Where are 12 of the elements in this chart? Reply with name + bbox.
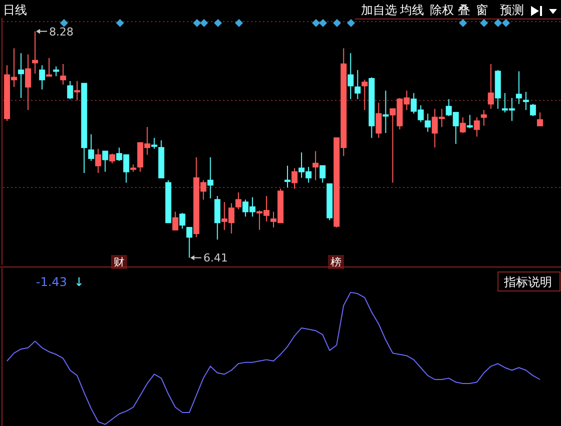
text: 指标说明 — [503, 275, 552, 289]
text: 除权 — [430, 3, 454, 17]
text: -1.43 — [36, 275, 68, 289]
text: 均线 — [399, 3, 424, 17]
text: 叠 — [458, 3, 470, 17]
text: 预测 — [500, 3, 524, 17]
chart-title: 日线 — [3, 3, 27, 17]
text: ↓ — [74, 275, 84, 289]
text: 加自选 — [361, 3, 397, 17]
annotation: 8.28 — [49, 25, 74, 38]
text: 窗 — [476, 3, 488, 17]
annotation: 6.41 — [203, 252, 228, 265]
